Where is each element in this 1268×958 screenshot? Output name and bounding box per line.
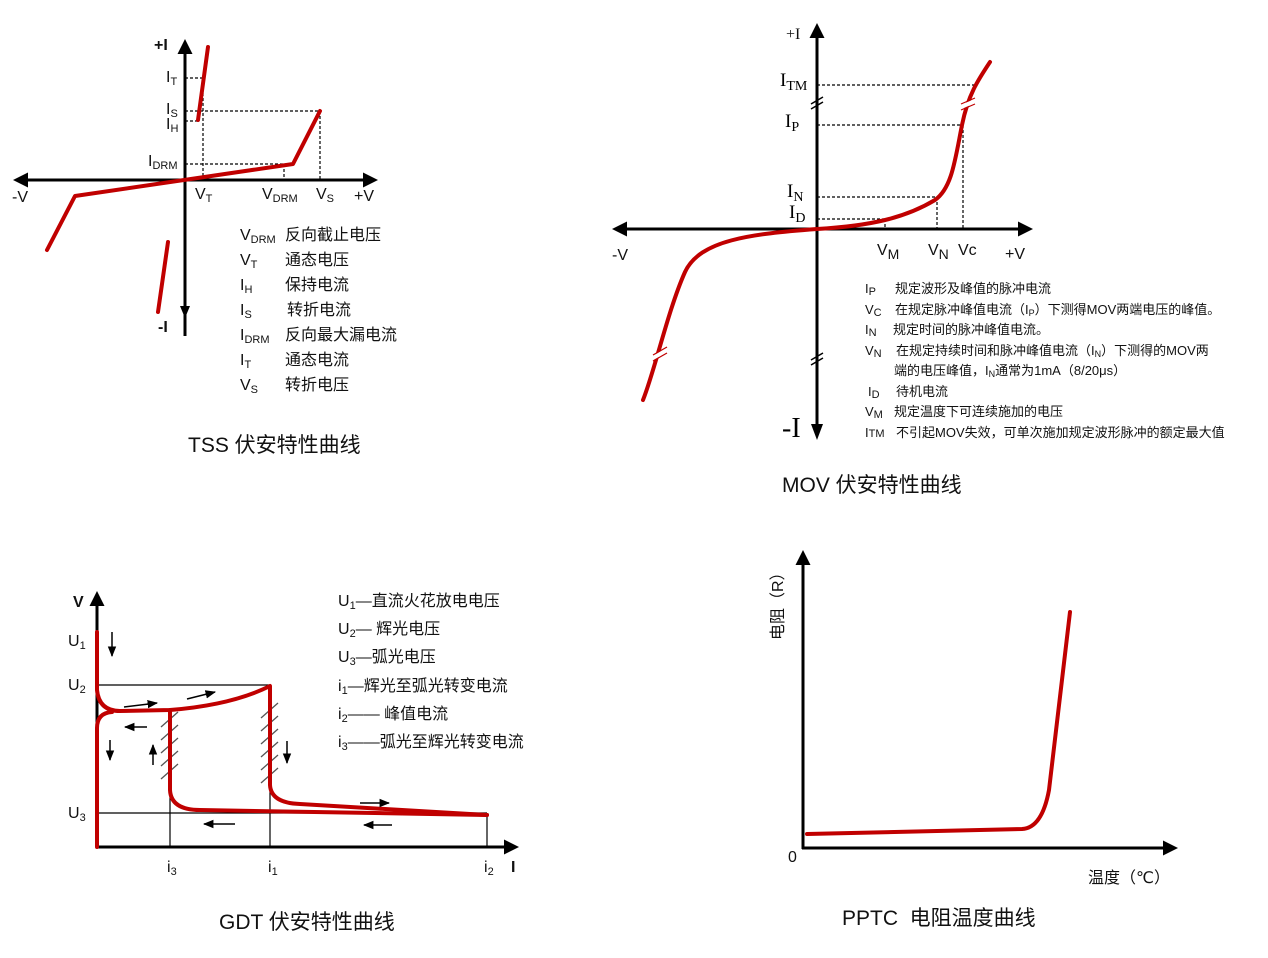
- pptc-title: PPTC 电阻温度曲线: [842, 907, 1036, 930]
- mov-ip-label: IP: [785, 111, 799, 135]
- legend-item: IT 通态电流: [240, 351, 349, 371]
- mov-title: MOV 伏安特性曲线: [782, 474, 962, 497]
- legend-item: IDRM 反向最大漏电流: [240, 326, 397, 346]
- pptc-x-axis-label: 温度（℃）: [1088, 869, 1170, 887]
- mov-id-label: ID: [789, 202, 805, 226]
- gdt-i3-label: i3: [167, 859, 177, 878]
- mov-curve: [641, 60, 992, 402]
- mov-neg-v-label: -V: [612, 247, 628, 264]
- legend-item: U3—弧光电压: [338, 648, 436, 668]
- legend-item: IS 转折电流: [240, 301, 351, 321]
- gdt-x-axis-label: I: [511, 859, 515, 876]
- tss-vt-label: VT: [195, 186, 213, 205]
- gdt-title: GDT 伏安特性曲线: [219, 911, 395, 934]
- mov-vn-label: VN: [928, 242, 949, 262]
- tss-on-state-curve: [196, 45, 210, 122]
- tss-negative-on-curve: [156, 240, 170, 314]
- legend-item: i2—— 峰值电流: [338, 705, 448, 725]
- tss-chart: +I -I -V +V IT IS IH IDRM VT VDRM VS VDR…: [12, 37, 397, 457]
- legend-item: IP 规定波形及峰值的脉冲电流: [865, 281, 1051, 298]
- legend-item: i1—辉光至弧光转变电流: [338, 677, 508, 697]
- pptc-curve: [805, 610, 1072, 836]
- gdt-hatching: [160, 702, 279, 784]
- gdt-curve-glow: [95, 630, 489, 817]
- tss-vdrm-label: VDRM: [262, 186, 298, 205]
- gdt-u3-label: U3: [68, 805, 86, 824]
- pptc-y-axis-label: 电阻（R）: [769, 564, 787, 640]
- pptc-chart: 0 电阻（R） 温度（℃） PPTC 电阻温度曲线: [769, 550, 1178, 930]
- mov-vc-label: Vc: [958, 242, 977, 259]
- tss-neg-i-label: -I: [158, 319, 168, 336]
- legend-item: ITM 不引起MOV失效，可单次施加规定波形脉冲的额定最大值: [865, 425, 1225, 440]
- legend-item-continued: 端的电压峰值，IN通常为1mA（8/20μs）: [894, 363, 1126, 379]
- gdt-chart: V I U1 U2 U3 i3 i1 i2 U1—直流火花放电电压 U2— 辉光…: [68, 591, 524, 934]
- legend-item: IN 规定时间的脉冲峰值电流。: [865, 322, 1049, 339]
- mov-neg-i-label: -I: [782, 413, 801, 444]
- mov-itm-label: ITM: [780, 70, 808, 94]
- legend-item: U2— 辉光电压: [338, 620, 440, 640]
- gdt-y-axis-label: V: [73, 594, 84, 611]
- gdt-direction-arrows: [105, 632, 392, 830]
- legend-item: VN 在规定持续时间和脉冲峰值电流（IN）下测得的MOV两: [865, 343, 1209, 360]
- tss-vs-label: VS: [316, 186, 334, 205]
- tss-is-label: IS: [166, 101, 178, 120]
- legend-item: IH 保持电流: [240, 276, 349, 296]
- legend-item: U1—直流火花放电电压: [338, 592, 500, 612]
- gdt-u2-label: U2: [68, 677, 86, 696]
- tss-legend: VDRM 反向截止电压 VT 通态电压 IH 保持电流 IS 转折电流 IDRM 反向最大…: [240, 226, 397, 396]
- gdt-curve-return: [95, 710, 114, 849]
- mov-pos-v-label: +V: [1005, 246, 1025, 263]
- gdt-i1-label: i1: [268, 859, 278, 878]
- arrow-right-icon: [123, 699, 159, 709]
- legend-item: VM 规定温度下可连续施加的电压: [865, 404, 1063, 421]
- mov-pos-i-label: +I: [786, 26, 800, 43]
- legend-item: VC 在规定脉冲峰值电流（IP）下测得MOV两端电压的峰值。: [865, 302, 1220, 319]
- tss-guides: [185, 77, 321, 180]
- mov-in-label: IN: [787, 181, 803, 205]
- mov-guides: [817, 84, 974, 229]
- arrow-right-icon: [186, 690, 217, 700]
- tss-pos-v-label: +V: [354, 188, 374, 205]
- pptc-origin-label: 0: [788, 849, 797, 866]
- tss-neg-v-label: -V: [12, 189, 28, 206]
- mov-chart: +I -I -V +V ITM IP IN ID VM VN Vc IP 规定波形…: [612, 23, 1225, 497]
- mov-axis-breaks: [810, 96, 824, 366]
- tss-pos-i-label: +I: [154, 37, 168, 54]
- gdt-u1-label: U1: [68, 633, 86, 652]
- legend-item: i3——弧光至辉光转变电流: [338, 733, 524, 753]
- mov-y-arrow-down: [811, 424, 823, 440]
- legend-item: VDRM 反向截止电压: [240, 226, 381, 246]
- gdt-i2-label: i2: [484, 859, 494, 878]
- tss-ih-label: IH: [166, 116, 178, 135]
- tss-idrm-label: IDRM: [148, 153, 178, 172]
- mov-vm-label: VM: [877, 242, 899, 262]
- tss-main-curve: [45, 109, 322, 252]
- gdt-curve-arc: [168, 708, 489, 817]
- legend-item: VS 转折电压: [240, 376, 349, 396]
- legend-item: VT 通态电压: [240, 251, 349, 271]
- legend-item: ID 待机电流: [868, 384, 948, 401]
- mov-curve-breaks: [652, 97, 976, 362]
- mov-legend: IP 规定波形及峰值的脉冲电流 VC 在规定脉冲峰值电流（IP）下测得MOV两端电压…: [865, 281, 1225, 440]
- tss-title: TSS 伏安特性曲线: [188, 434, 361, 457]
- tss-y-arrow-down: [180, 306, 190, 318]
- tss-it-label: IT: [166, 69, 177, 88]
- gdt-legend: U1—直流火花放电电压 U2— 辉光电压 U3—弧光电压 i1—辉光至弧光转变电…: [338, 592, 524, 753]
